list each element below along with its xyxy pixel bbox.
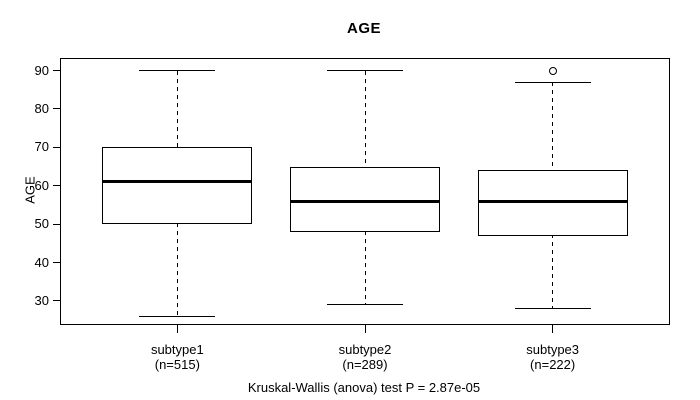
- y-axis-tick-label: 60: [34, 177, 49, 193]
- y-axis-tick: [53, 223, 61, 225]
- lower-whisker-cap: [139, 315, 216, 317]
- group-count: (n=222): [530, 357, 576, 372]
- chart-title: AGE: [346, 20, 381, 37]
- y-axis-tick-label: 90: [34, 62, 49, 78]
- y-axis-tick-label: 80: [34, 100, 49, 116]
- group-count: (n=515): [154, 357, 200, 372]
- plot-area: 30 40 50 60 70 80 90 subtype1 (n=515) subtype2 (n=…: [35, 58, 670, 372]
- y-axis-tick: [53, 300, 61, 302]
- median-line: [290, 199, 440, 203]
- iqr-box: [290, 166, 440, 232]
- y-axis-tick: [53, 146, 61, 148]
- y-axis-tick-label: 70: [34, 139, 49, 155]
- upper-whisker-cap: [514, 81, 591, 83]
- x-axis-tick: [364, 325, 366, 333]
- iqr-box: [477, 170, 628, 236]
- y-axis-tick: [53, 262, 61, 264]
- y-axis-tick-label: 50: [34, 216, 49, 232]
- group-count: (n=289): [342, 357, 388, 372]
- group-name: subtype1: [150, 342, 204, 357]
- group-name: subtype2: [338, 342, 392, 357]
- x-axis-tick: [552, 325, 554, 333]
- x-axis-group-label: subtype1 (n=515): [97, 342, 257, 372]
- group-name: subtype3: [526, 342, 580, 357]
- x-axis-group-label: subtype3 (n=222): [473, 342, 633, 372]
- y-axis-tick: [53, 185, 61, 187]
- y-axis-tick-label: 40: [34, 254, 49, 270]
- iqr-box: [102, 147, 253, 225]
- median-line: [102, 180, 253, 184]
- y-axis-tick: [53, 70, 61, 72]
- median-line: [477, 199, 628, 203]
- lower-whisker-cap: [327, 304, 403, 306]
- upper-whisker-cap: [139, 70, 216, 72]
- lower-whisker-cap: [514, 308, 591, 310]
- y-axis-tick: [53, 108, 61, 110]
- y-axis-tick-label: 30: [34, 292, 49, 308]
- stats-caption: Kruskal-Wallis (anova) test P = 2.87e-05: [247, 380, 481, 395]
- x-axis-group-label: subtype2 (n=289): [285, 342, 445, 372]
- outlier-point: [548, 66, 557, 75]
- x-axis-tick: [176, 325, 178, 333]
- upper-whisker-cap: [327, 70, 403, 72]
